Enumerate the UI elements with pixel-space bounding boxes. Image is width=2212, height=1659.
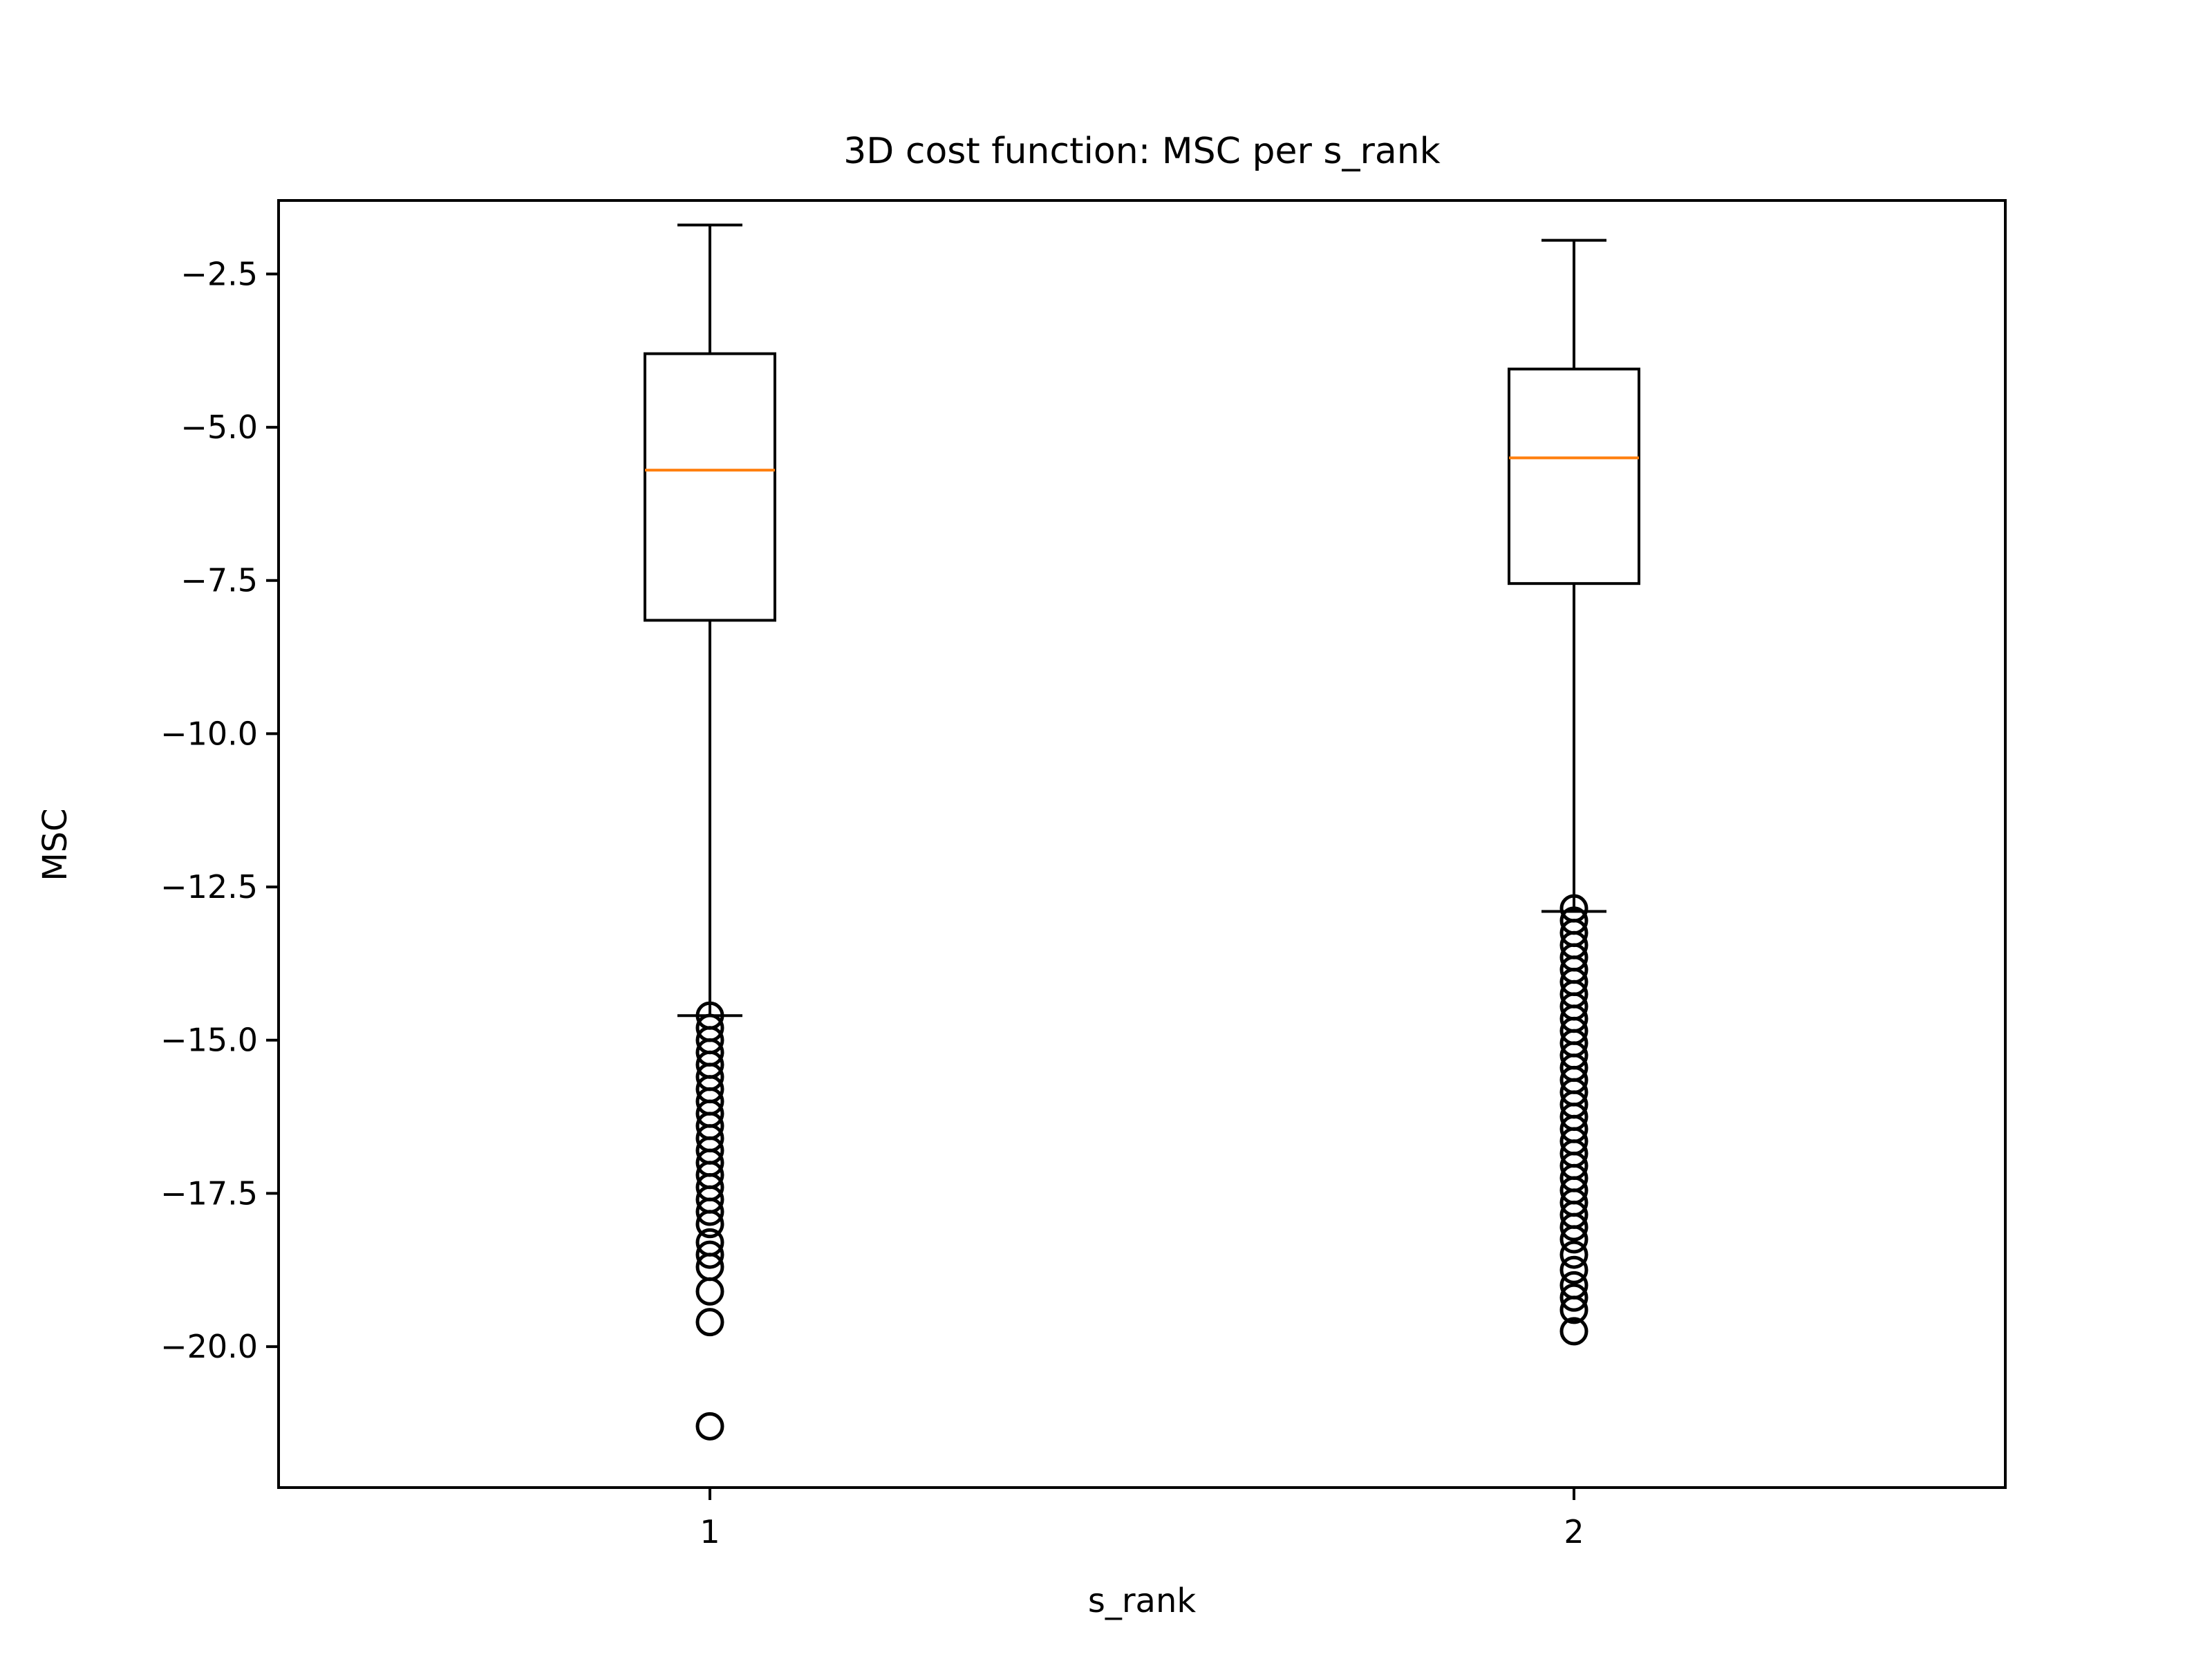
y-tick-label: −12.5 [160, 868, 258, 906]
outlier-point [1559, 1295, 1588, 1324]
outlier-point [1559, 1212, 1588, 1241]
box-iqr [1508, 367, 1640, 585]
outlier-point [1559, 1225, 1588, 1254]
outlier-point [1559, 1317, 1588, 1346]
plot-area: −2.5 −5.0 −7.5 −10.0 −12.5 −15.0 −17.5 −20.0 1 2 [160, 223, 1640, 1550]
x-tick-label: 2 [1564, 1513, 1584, 1550]
outlier-point [695, 1412, 724, 1441]
y-tick-label: −20.0 [160, 1328, 258, 1365]
outlier-point [1559, 1255, 1588, 1284]
axes-frame [277, 199, 2007, 1489]
box-iqr [644, 352, 776, 622]
x-tick-label: 1 [700, 1513, 720, 1550]
outlier-point [695, 1197, 724, 1226]
y-tick-label: −15.0 [160, 1022, 258, 1059]
outlier-point [695, 1210, 724, 1239]
outlier-point [1559, 1240, 1588, 1269]
outlier-point [695, 1308, 724, 1337]
outlier-point [695, 1240, 724, 1269]
y-tick-label: −10.0 [160, 715, 258, 752]
y-tick-label: −17.5 [160, 1174, 258, 1212]
y-axis-label: MSC [36, 808, 75, 881]
y-tick-label: −7.5 [180, 562, 258, 599]
y-tick-label: −5.0 [180, 409, 258, 446]
y-tick-label: −2.5 [180, 255, 258, 292]
chart-title: 3D cost function: MSC per s_rank [843, 131, 1441, 172]
outlier-point [1559, 1283, 1588, 1312]
outlier-point [695, 1277, 724, 1306]
x-axis-label: s_rank [1088, 1582, 1197, 1620]
